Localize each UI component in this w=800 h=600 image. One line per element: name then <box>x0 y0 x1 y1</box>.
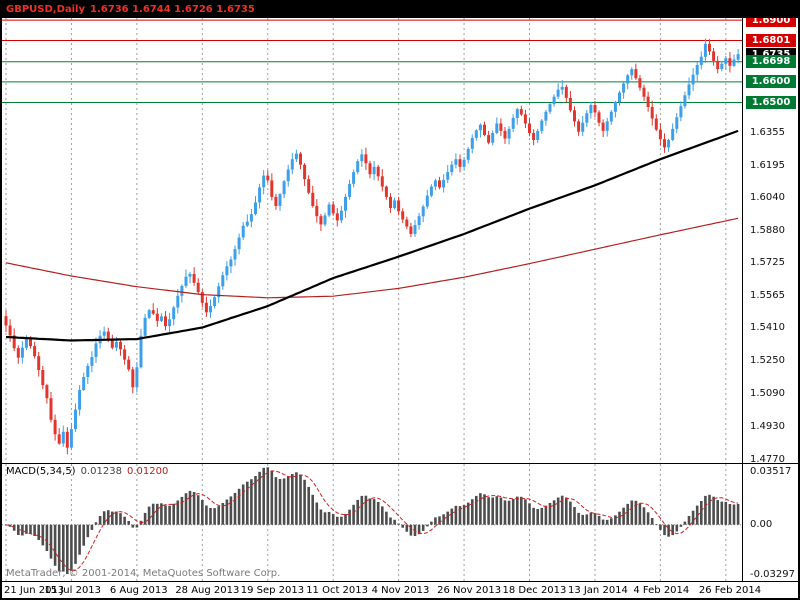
price-tick-label: 1.5090 <box>750 388 785 400</box>
price-tick-label: 1.5250 <box>750 355 785 367</box>
macd-readout: MACD(5,34,5) 0.01238 0.01200 <box>6 466 168 477</box>
price-level-badge: 1.6801 <box>746 33 796 47</box>
price-chart-area[interactable] <box>2 18 742 464</box>
price-tick-label: 1.5725 <box>750 257 785 269</box>
date-label: 26 Nov 2013 <box>437 585 502 596</box>
copyright-text: MetaTrader, © 2001-2014, MetaQuotes Soft… <box>6 568 281 579</box>
macd-indicator-panel[interactable] <box>2 464 742 582</box>
date-label: 15 Jul 2013 <box>44 585 102 596</box>
macd-tick-label: -0.03297 <box>750 569 795 580</box>
macd-signal-line <box>5 470 739 572</box>
time-axis[interactable]: 21 Jun 2013 15 Jul 2013 6 Aug 2013 28 Aug 2… <box>2 582 798 598</box>
slow-ma-line[interactable] <box>5 217 739 299</box>
price-level-badge: 1.6698 <box>746 55 796 69</box>
price-gridlines <box>5 18 727 464</box>
date-label: 11 Oct 2013 <box>306 585 369 596</box>
date-label: 4 Feb 2014 <box>633 585 690 596</box>
fast-ma-line[interactable] <box>5 129 739 342</box>
date-label: 28 Aug 2013 <box>175 585 240 596</box>
panel-divider[interactable] <box>2 463 798 464</box>
price-tick-label: 1.6195 <box>750 160 785 172</box>
time-axis-divider <box>2 581 798 582</box>
macd-main-value: 0.01238 <box>80 466 122 477</box>
date-label: 6 Aug 2013 <box>109 585 168 596</box>
macd-histogram <box>4 467 740 575</box>
macd-tick-label: 0.03517 <box>750 466 792 477</box>
price-tick-label: 1.4930 <box>750 421 785 433</box>
price-tick-label: 1.5410 <box>750 322 785 334</box>
symbol-timeframe-label: GBPUSD,Daily <box>6 4 86 15</box>
candles <box>4 38 740 455</box>
price-tick-label: 1.5565 <box>750 290 785 302</box>
candlestick-chart[interactable] <box>2 18 742 464</box>
date-label: 4 Nov 2013 <box>371 585 430 596</box>
price-level-badge: 1.6500 <box>746 95 796 109</box>
date-label: 26 Feb 2014 <box>698 585 762 596</box>
price-axis[interactable]: 1.6355 1.6195 1.6040 1.5880 1.5725 1.5565 1.54… <box>742 2 798 598</box>
price-tick-label: 1.6040 <box>750 192 785 204</box>
price-tick-label: 1.5880 <box>750 225 785 237</box>
price-tick-label: 1.6355 <box>750 127 785 139</box>
price-tick-label: 1.4770 <box>750 454 785 465</box>
ohlc-readout: 1.6736 1.6744 1.6726 1.6735 <box>90 4 255 15</box>
macd-name-label: MACD(5,34,5) <box>6 466 76 477</box>
macd-signal-value: 0.01200 <box>126 466 169 477</box>
macd-chart[interactable] <box>2 464 742 582</box>
chart-title-bar: GBPUSD,Daily 1.6736 1.6744 1.6726 1.6735 <box>2 2 798 18</box>
date-label: 13 Jan 2014 <box>567 585 628 596</box>
date-label: 19 Sep 2013 <box>240 585 305 596</box>
date-label: 18 Dec 2013 <box>502 585 567 596</box>
macd-tick-label: 0.00 <box>750 518 773 530</box>
price-level-badge: 1.6600 <box>746 75 796 89</box>
level-lines[interactable] <box>2 19 742 103</box>
date-label: 21 Jun 2013 <box>4 585 65 596</box>
